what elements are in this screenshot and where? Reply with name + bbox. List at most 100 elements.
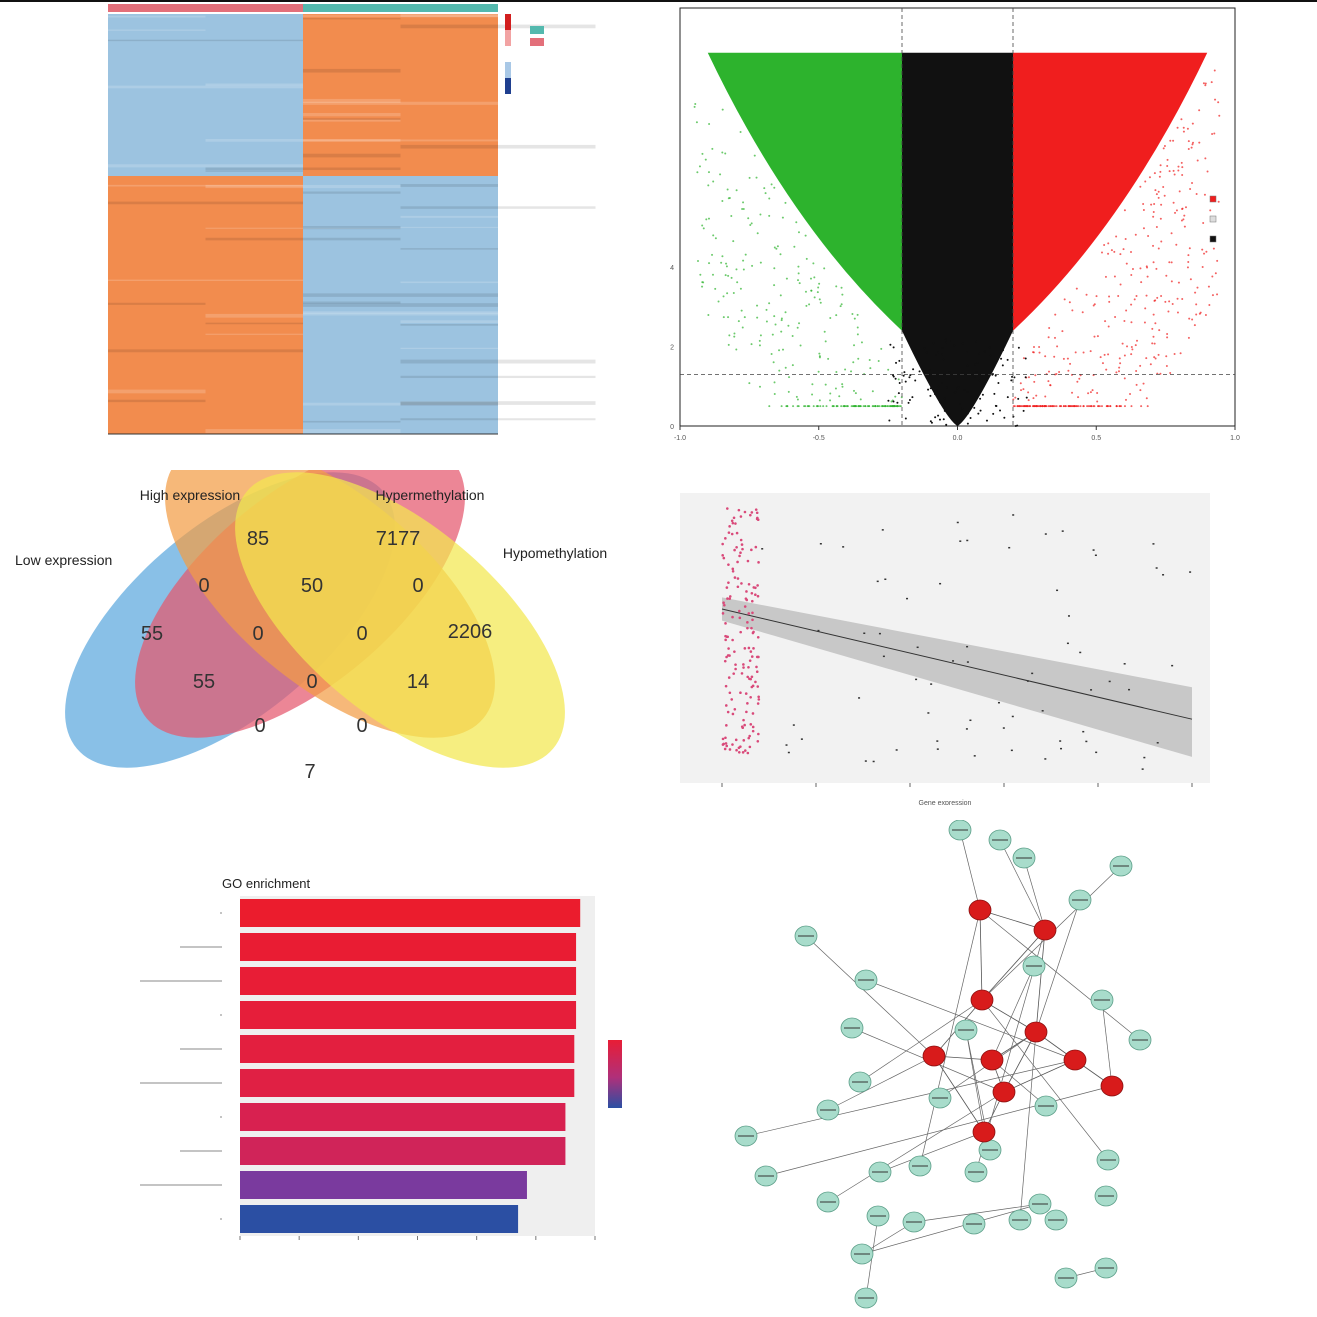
volcano-point <box>1105 405 1108 408</box>
volcano-point <box>857 357 860 360</box>
volcano-point <box>1100 251 1103 254</box>
volcano-x-tick-label: 0.5 <box>1091 435 1101 442</box>
volcano-point <box>1216 293 1219 296</box>
volcano-point <box>1000 357 1003 360</box>
correlation-point <box>863 632 866 635</box>
volcano-point <box>1199 311 1202 314</box>
heatmap-row-stripe <box>303 420 401 423</box>
correlation-point <box>731 743 734 746</box>
correlation-point <box>1094 554 1097 557</box>
volcano-point <box>993 392 996 395</box>
volcano-point <box>1193 324 1196 327</box>
volcano-point <box>1213 132 1216 135</box>
volcano-point <box>834 387 837 390</box>
correlation-point <box>744 597 748 600</box>
volcano-point <box>1172 201 1175 204</box>
volcano-point <box>1163 194 1166 197</box>
volcano-point <box>793 245 796 248</box>
volcano-point <box>1115 371 1118 374</box>
volcano-point <box>725 265 728 268</box>
volcano-point <box>1027 399 1030 402</box>
volcano-point <box>1189 278 1192 281</box>
volcano-point <box>759 213 762 216</box>
volcano-point <box>841 293 844 296</box>
volcano-point <box>977 412 980 415</box>
volcano-point <box>785 277 788 280</box>
legend-scale-segment <box>505 62 511 78</box>
correlation-point <box>725 655 728 659</box>
correlation-point <box>731 638 734 642</box>
correlation-point <box>755 670 759 674</box>
correlation-point <box>723 747 727 751</box>
volcano-point <box>780 317 783 320</box>
volcano-point <box>788 376 791 379</box>
volcano-point <box>999 409 1002 412</box>
network-hub-node <box>1024 1021 1048 1043</box>
volcano-point <box>1104 320 1107 323</box>
volcano-point <box>1149 363 1152 366</box>
correlation-point <box>728 597 732 600</box>
volcano-point <box>792 405 795 408</box>
volcano-point <box>742 268 745 271</box>
volcano-point <box>1146 405 1149 408</box>
volcano-point <box>724 274 727 277</box>
volcano-point <box>778 349 781 352</box>
volcano-point <box>1192 141 1195 144</box>
volcano-point <box>945 423 948 426</box>
volcano-point <box>840 286 843 289</box>
correlation-point <box>722 742 726 746</box>
volcano-point <box>1055 405 1058 408</box>
volcano-point <box>1067 369 1070 372</box>
correlation-point <box>757 655 760 659</box>
volcano-point <box>1206 170 1209 173</box>
volcano-point <box>1131 267 1134 270</box>
volcano-point <box>1114 315 1117 318</box>
volcano-point <box>1195 192 1198 195</box>
correlation-point <box>1092 549 1095 551</box>
volcano-point <box>850 370 853 373</box>
volcano-point <box>1182 126 1185 129</box>
network-edge <box>959 829 981 911</box>
network-hub-node <box>922 1045 946 1067</box>
heatmap-row-stripe <box>303 226 401 230</box>
volcano-point <box>894 377 897 380</box>
volcano-point <box>929 420 932 423</box>
correlation-point <box>754 593 757 597</box>
heatmap-row-stripe <box>108 164 303 168</box>
correlation-point <box>842 546 845 548</box>
heatmap-row-stripe <box>108 349 303 353</box>
network-edge <box>1003 1031 1037 1093</box>
correlation-point <box>739 515 743 518</box>
volcano-point <box>768 214 771 217</box>
correlation-point <box>739 538 743 542</box>
volcano-point <box>816 405 819 408</box>
volcano-point <box>1096 400 1099 403</box>
heatmap-row-stripe <box>303 301 401 304</box>
volcano-point <box>1142 209 1145 212</box>
correlation-point <box>1155 567 1158 569</box>
volcano-point <box>1159 164 1162 167</box>
volcano-point <box>1203 193 1206 196</box>
venn-region-count: 0 <box>254 715 265 737</box>
go-bar <box>240 1205 519 1233</box>
correlation-point <box>1060 747 1063 750</box>
correlation-point <box>723 659 727 663</box>
volcano-y-tick-label: 2 <box>670 345 674 352</box>
volcano-point <box>860 341 863 344</box>
network-edge <box>827 1055 935 1111</box>
volcano-point <box>979 397 982 400</box>
volcano-point <box>1082 405 1085 408</box>
volcano-point <box>1052 405 1055 408</box>
legend-scale-segment <box>505 46 511 62</box>
volcano-point <box>929 387 932 390</box>
volcano-point <box>1214 98 1217 101</box>
volcano-point <box>1155 226 1158 229</box>
volcano-point <box>805 257 808 260</box>
venn-region-count: 0 <box>412 575 423 597</box>
correlation-point <box>752 647 755 650</box>
correlation-point <box>746 626 749 630</box>
volcano-point <box>1115 405 1118 408</box>
correlation-point <box>1095 751 1098 754</box>
volcano-point <box>818 356 821 359</box>
volcano-point <box>1013 405 1016 408</box>
